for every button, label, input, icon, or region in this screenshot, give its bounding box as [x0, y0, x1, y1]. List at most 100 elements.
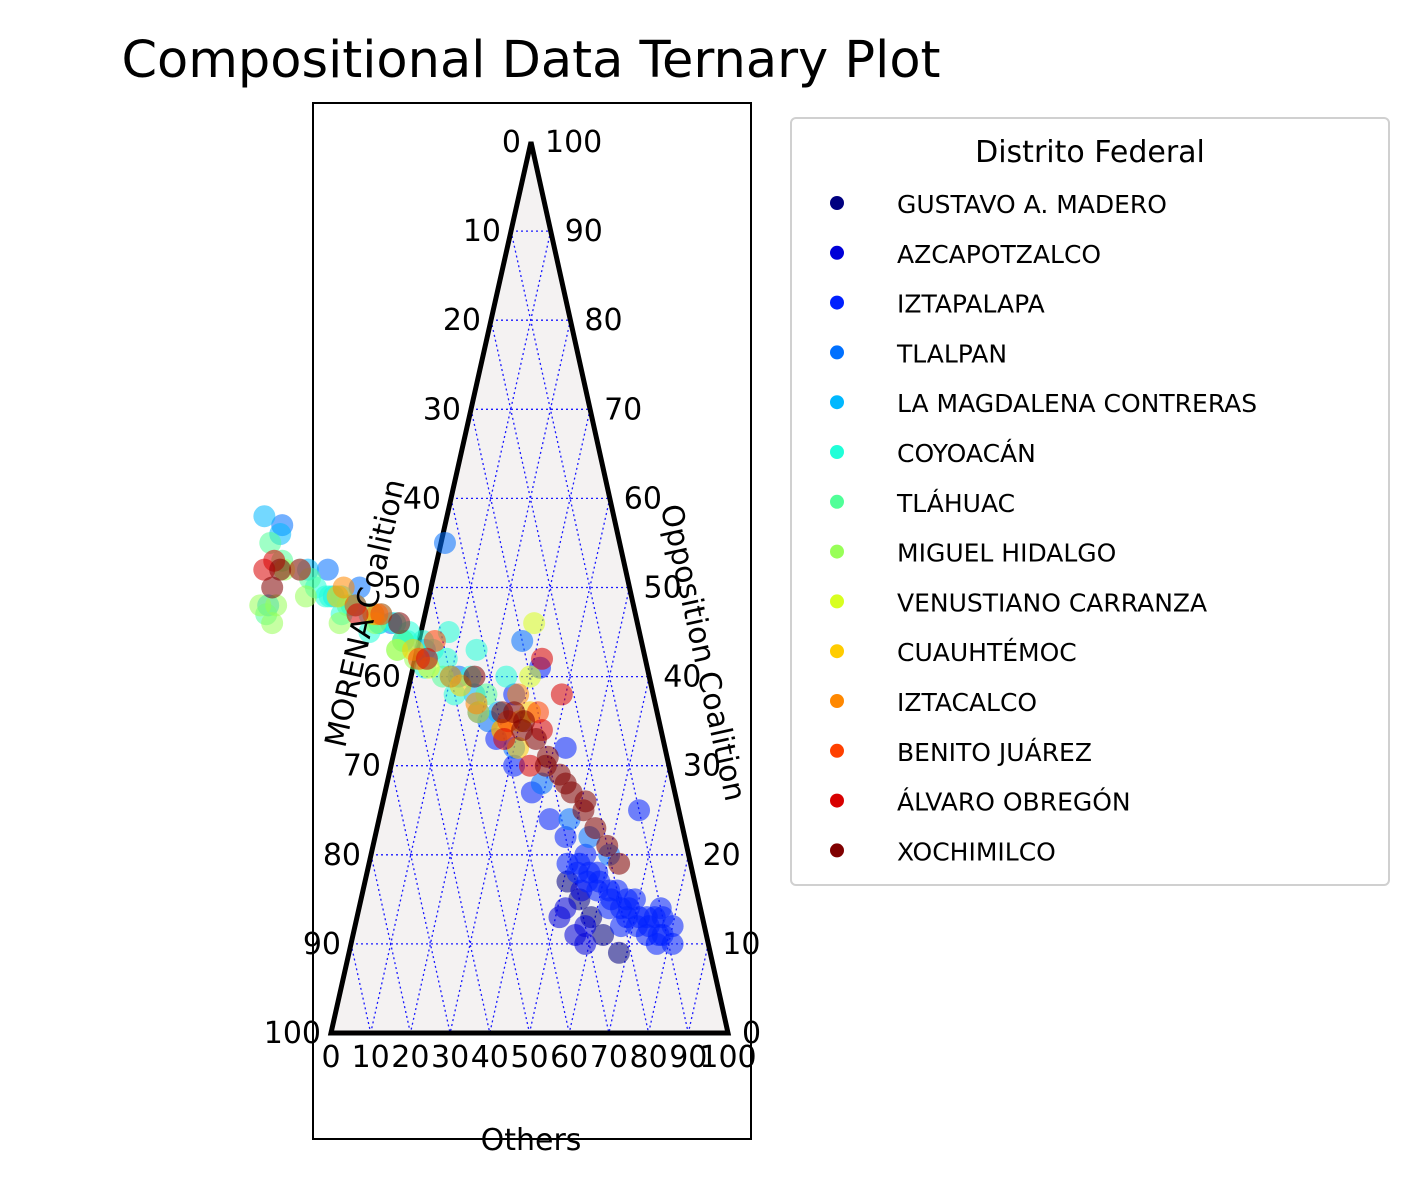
grid-line — [470, 409, 610, 1034]
right-tick-label: 80 — [584, 303, 622, 338]
legend-label: CUAUHTÉMOC — [897, 638, 1077, 667]
legend-box — [790, 117, 1390, 886]
bottom-tick-label: 40 — [471, 1040, 509, 1075]
left-tick-label: 50 — [383, 571, 421, 606]
legend-marker — [830, 345, 844, 360]
data-point — [348, 576, 371, 599]
data-point — [294, 585, 317, 608]
data-point — [609, 915, 632, 938]
left-tick-label: 40 — [403, 481, 441, 516]
data-point — [503, 754, 526, 777]
data-point — [259, 531, 282, 554]
legend-label: IZTACALCO — [897, 688, 1037, 717]
legend-label: AZCAPOTZALCO — [897, 240, 1101, 269]
legend-label: MIGUEL HIDALGO — [897, 539, 1116, 568]
data-point — [574, 843, 597, 866]
data-point — [531, 647, 554, 670]
data-point — [519, 665, 542, 688]
plot-frame — [312, 102, 752, 1140]
data-point — [491, 701, 514, 724]
data-point — [554, 736, 577, 759]
right-tick-label: 0 — [742, 1016, 761, 1051]
data-points — [249, 505, 684, 964]
data-point — [538, 808, 561, 831]
data-point — [388, 612, 411, 635]
grid-line — [370, 230, 552, 1034]
legend-label: TLALPAN — [896, 339, 1007, 368]
legend-marker — [830, 295, 844, 310]
grid-line — [350, 943, 372, 1034]
right-tick-label: 40 — [663, 660, 701, 695]
grid-line — [390, 765, 451, 1034]
data-point — [465, 692, 488, 715]
data-point — [610, 897, 633, 920]
data-point — [584, 817, 607, 840]
triangle-outline — [327, 141, 732, 1036]
legend-label: TLÁHUAC — [896, 489, 1015, 518]
chart-title: Compositional Data Ternary Plot — [121, 31, 940, 90]
right-tick-label: 50 — [644, 571, 682, 606]
data-point — [423, 629, 446, 652]
data-point — [608, 852, 631, 875]
data-point — [332, 576, 355, 599]
data-point — [433, 531, 456, 554]
grid-line — [687, 943, 709, 1034]
bottom-tick-label: 90 — [669, 1040, 707, 1075]
data-point — [370, 603, 393, 626]
bottom-tick-label: 70 — [590, 1040, 628, 1075]
data-point — [253, 505, 276, 528]
data-point — [463, 665, 486, 688]
bottom-tick-label: 30 — [431, 1040, 469, 1075]
bottom-tick-label: 60 — [550, 1040, 588, 1075]
data-point — [289, 558, 312, 581]
left-tick-label: 60 — [363, 660, 401, 695]
data-point — [518, 754, 541, 777]
data-point — [439, 665, 462, 688]
grid-line — [409, 320, 572, 1034]
data-point — [253, 558, 276, 581]
grid-line — [449, 409, 591, 1034]
right-tick-label: 70 — [604, 392, 642, 427]
right-tick-label: 30 — [683, 749, 721, 784]
grid-line — [568, 676, 650, 1034]
data-point — [511, 719, 534, 742]
grid-lines — [350, 230, 709, 1034]
data-point — [628, 799, 651, 822]
data-point — [511, 629, 534, 652]
data-point — [592, 923, 615, 946]
left-tick-label: 90 — [303, 927, 341, 962]
legend-marker — [830, 445, 844, 459]
data-point — [534, 754, 557, 777]
data-point — [265, 594, 288, 617]
right-tick-label: 20 — [703, 838, 741, 873]
data-point — [554, 772, 577, 795]
data-point — [647, 923, 670, 946]
data-point — [586, 861, 609, 884]
data-point — [554, 825, 577, 848]
bottom-tick-label: 10 — [352, 1040, 390, 1075]
data-point — [651, 906, 674, 929]
left-tick-label: 70 — [343, 749, 381, 784]
legend-label: ÁLVARO OBREGÓN — [897, 787, 1131, 817]
grid-line — [410, 676, 491, 1034]
legend-marker — [830, 594, 844, 609]
legend-marker — [830, 245, 844, 260]
legend-label: VENUSTIANO CARRANZA — [897, 588, 1207, 617]
data-point — [415, 647, 438, 670]
right-tick-label: 60 — [624, 481, 662, 516]
data-point — [465, 638, 488, 661]
bottom-tick-label: 100 — [699, 1040, 756, 1075]
right-tick-label: 10 — [722, 927, 760, 962]
data-point — [596, 834, 619, 857]
legend: Distrito Federal GUSTAVO A. MADERO AZCAPO… — [790, 117, 1390, 886]
legend-marker — [830, 694, 844, 708]
legend-marker — [830, 494, 844, 509]
legend-title: Distrito Federal — [975, 135, 1205, 170]
data-point — [507, 683, 530, 706]
legend-label: GUSTAVO A. MADERO — [897, 190, 1167, 219]
legend-marker — [830, 395, 844, 410]
legend-label: LA MAGDALENA CONTRERAS — [897, 389, 1257, 418]
legend-label: XOCHIMILCO — [897, 837, 1056, 866]
bottom-tick-label: 80 — [630, 1040, 668, 1075]
